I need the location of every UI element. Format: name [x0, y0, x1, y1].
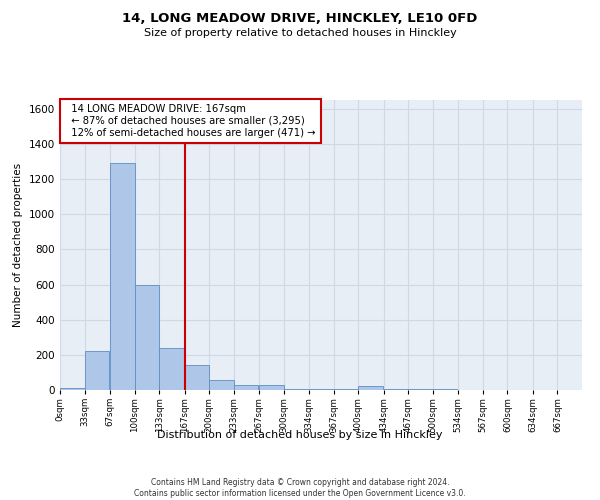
Bar	[234, 384, 259, 390]
Text: Contains HM Land Registry data © Crown copyright and database right 2024.
Contai: Contains HM Land Registry data © Crown c…	[134, 478, 466, 498]
Bar	[309, 389, 334, 390]
Text: 14 LONG MEADOW DRIVE: 167sqm
  ← 87% of detached houses are smaller (3,295)
  12: 14 LONG MEADOW DRIVE: 167sqm ← 87% of de…	[65, 104, 316, 138]
Bar	[209, 380, 234, 390]
Text: Distribution of detached houses by size in Hinckley: Distribution of detached houses by size …	[157, 430, 443, 440]
Bar	[85, 352, 109, 390]
Text: 14, LONG MEADOW DRIVE, HINCKLEY, LE10 0FD: 14, LONG MEADOW DRIVE, HINCKLEY, LE10 0F…	[122, 12, 478, 26]
Bar	[358, 386, 383, 390]
Text: Size of property relative to detached houses in Hinckley: Size of property relative to detached ho…	[143, 28, 457, 38]
Bar	[259, 384, 284, 390]
Bar	[110, 164, 134, 390]
Bar	[284, 389, 308, 390]
Bar	[159, 348, 184, 390]
Y-axis label: Number of detached properties: Number of detached properties	[13, 163, 23, 327]
Bar	[185, 366, 209, 390]
Bar	[134, 284, 159, 390]
Bar	[60, 388, 85, 390]
